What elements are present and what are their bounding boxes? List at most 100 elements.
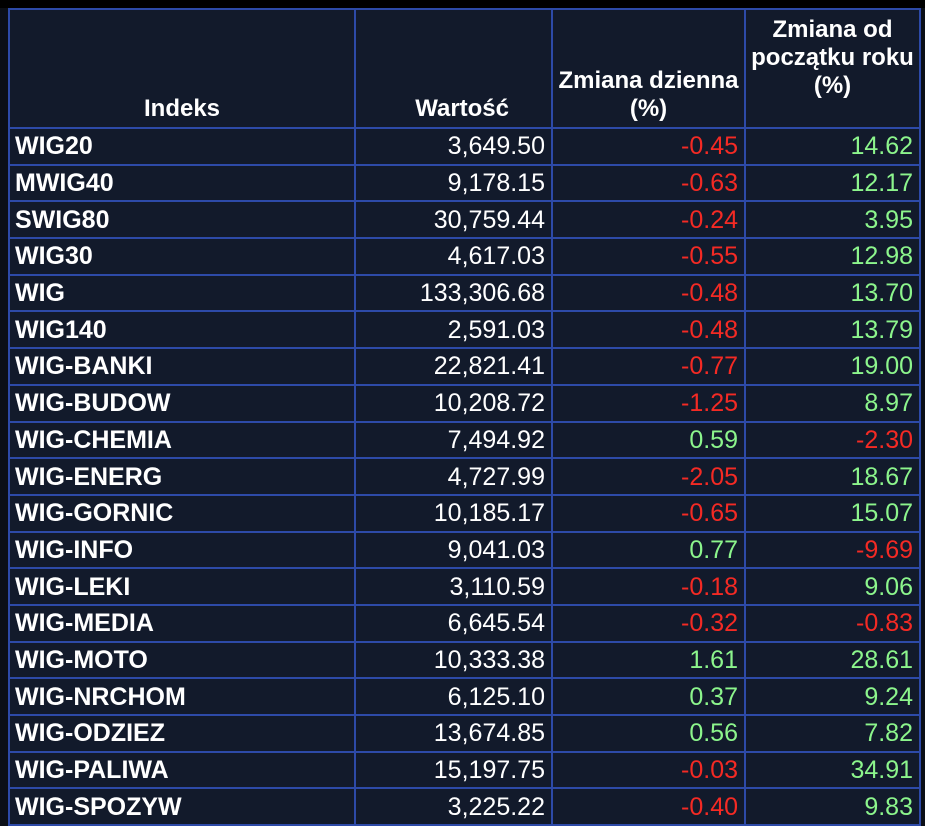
index-table: Indeks Wartość Zmiana dzienna (%) Zmiana… <box>8 8 921 826</box>
index-name-cell: MWIG40 <box>8 163 356 203</box>
index-value-cell: 6,125.10 <box>354 677 553 716</box>
index-value-cell: 4,727.99 <box>354 457 553 496</box>
ytd-change-cell: 7.82 <box>744 714 921 753</box>
table-row: WIG140 2,591.03 -0.48 13.79 <box>8 310 921 350</box>
daily-change-cell: 0.56 <box>551 714 746 753</box>
index-value-cell: 10,333.38 <box>354 640 553 680</box>
index-name-cell: WIG-CHEMIA <box>8 420 356 460</box>
index-value-cell: 10,185.17 <box>354 493 553 533</box>
daily-change-cell: -0.65 <box>551 493 746 533</box>
table-row: WIG-ENERG 4,727.99 -2.05 18.67 <box>8 457 921 496</box>
daily-change-cell: 0.37 <box>551 677 746 716</box>
daily-change-cell: -0.63 <box>551 163 746 203</box>
index-value-cell: 2,591.03 <box>354 310 553 350</box>
table-row: SWIG80 30,759.44 -0.24 3.95 <box>8 200 921 240</box>
table-row: WIG-LEKI 3,110.59 -0.18 9.06 <box>8 567 921 606</box>
ytd-change-cell: 12.98 <box>744 237 921 276</box>
daily-change-cell: -0.45 <box>551 127 746 166</box>
index-name-cell: WIG-LEKI <box>8 567 356 606</box>
daily-change-cell: 0.59 <box>551 420 746 460</box>
index-value-cell: 22,821.41 <box>354 347 553 386</box>
index-name-cell: WIG-MOTO <box>8 640 356 680</box>
top-bar <box>0 0 925 8</box>
daily-change-cell: -0.40 <box>551 787 746 826</box>
ytd-change-cell: 14.62 <box>744 127 921 166</box>
index-name-cell: WIG-MEDIA <box>8 603 356 643</box>
header-index: Indeks <box>8 8 356 129</box>
index-value-cell: 6,645.54 <box>354 603 553 643</box>
daily-change-cell: -0.77 <box>551 347 746 386</box>
table-row: WIG-PALIWA 15,197.75 -0.03 34.91 <box>8 750 921 790</box>
index-name-cell: WIG-ENERG <box>8 457 356 496</box>
index-value-cell: 3,225.22 <box>354 787 553 826</box>
table-row: WIG-CHEMIA 7,494.92 0.59 -2.30 <box>8 420 921 460</box>
index-name-cell: WIG20 <box>8 127 356 166</box>
index-name-cell: WIG-PALIWA <box>8 750 356 790</box>
index-name-cell: WIG-NRCHOM <box>8 677 356 716</box>
table-row: WIG-MOTO 10,333.38 1.61 28.61 <box>8 640 921 680</box>
ytd-change-cell: 13.70 <box>744 273 921 313</box>
header-value: Wartość <box>354 8 553 129</box>
ytd-change-cell: -0.83 <box>744 603 921 643</box>
index-value-cell: 30,759.44 <box>354 200 553 240</box>
ytd-change-cell: 18.67 <box>744 457 921 496</box>
index-value-cell: 3,110.59 <box>354 567 553 606</box>
index-name-cell: WIG-BANKI <box>8 347 356 386</box>
ytd-change-cell: 34.91 <box>744 750 921 790</box>
daily-change-cell: -0.18 <box>551 567 746 606</box>
index-name-cell: WIG-ODZIEZ <box>8 714 356 753</box>
ytd-change-cell: -2.30 <box>744 420 921 460</box>
daily-change-cell: -0.55 <box>551 237 746 276</box>
header-ytd-change: Zmiana od początku roku (%) <box>744 8 921 129</box>
ytd-change-cell: 3.95 <box>744 200 921 240</box>
table-row: WIG30 4,617.03 -0.55 12.98 <box>8 237 921 276</box>
table-row: WIG-NRCHOM 6,125.10 0.37 9.24 <box>8 677 921 716</box>
daily-change-cell: 1.61 <box>551 640 746 680</box>
index-name-cell: WIG <box>8 273 356 313</box>
table-body: WIG20 3,649.50 -0.45 14.62 MWIG40 9,178.15 -0.… <box>8 127 921 826</box>
ytd-change-cell: 13.79 <box>744 310 921 350</box>
table-row: WIG-ODZIEZ 13,674.85 0.56 7.82 <box>8 714 921 753</box>
index-value-cell: 133,306.68 <box>354 273 553 313</box>
index-name-cell: WIG-BUDOW <box>8 383 356 423</box>
daily-change-cell: -0.32 <box>551 603 746 643</box>
header-row: Indeks Wartość Zmiana dzienna (%) Zmiana… <box>8 8 921 129</box>
index-name-cell: WIG-SPOZYW <box>8 787 356 826</box>
table-row: WIG20 3,649.50 -0.45 14.62 <box>8 127 921 166</box>
daily-change-cell: -0.48 <box>551 273 746 313</box>
ytd-change-cell: -9.69 <box>744 530 921 570</box>
ytd-change-cell: 19.00 <box>744 347 921 386</box>
daily-change-cell: -0.03 <box>551 750 746 790</box>
ytd-change-cell: 28.61 <box>744 640 921 680</box>
index-value-cell: 13,674.85 <box>354 714 553 753</box>
header-daily-change: Zmiana dzienna (%) <box>551 8 746 129</box>
index-value-cell: 4,617.03 <box>354 237 553 276</box>
table-row: WIG-BANKI 22,821.41 -0.77 19.00 <box>8 347 921 386</box>
table-row: WIG-SPOZYW 3,225.22 -0.40 9.83 <box>8 787 921 826</box>
index-value-cell: 15,197.75 <box>354 750 553 790</box>
index-name-cell: WIG30 <box>8 237 356 276</box>
index-name-cell: WIG-GORNIC <box>8 493 356 533</box>
index-name-cell: WIG140 <box>8 310 356 350</box>
table-row: WIG-INFO 9,041.03 0.77 -9.69 <box>8 530 921 570</box>
daily-change-cell: -0.24 <box>551 200 746 240</box>
table-row: MWIG40 9,178.15 -0.63 12.17 <box>8 163 921 203</box>
ytd-change-cell: 9.24 <box>744 677 921 716</box>
table-row: WIG-GORNIC 10,185.17 -0.65 15.07 <box>8 493 921 533</box>
daily-change-cell: -1.25 <box>551 383 746 423</box>
daily-change-cell: -0.48 <box>551 310 746 350</box>
index-name-cell: WIG-INFO <box>8 530 356 570</box>
index-value-cell: 10,208.72 <box>354 383 553 423</box>
ytd-change-cell: 9.06 <box>744 567 921 606</box>
index-value-cell: 3,649.50 <box>354 127 553 166</box>
index-value-cell: 7,494.92 <box>354 420 553 460</box>
ytd-change-cell: 15.07 <box>744 493 921 533</box>
daily-change-cell: -2.05 <box>551 457 746 496</box>
ytd-change-cell: 8.97 <box>744 383 921 423</box>
table-row: WIG 133,306.68 -0.48 13.70 <box>8 273 921 313</box>
index-value-cell: 9,041.03 <box>354 530 553 570</box>
daily-change-cell: 0.77 <box>551 530 746 570</box>
ytd-change-cell: 12.17 <box>744 163 921 203</box>
ytd-change-cell: 9.83 <box>744 787 921 826</box>
table-row: WIG-BUDOW 10,208.72 -1.25 8.97 <box>8 383 921 423</box>
